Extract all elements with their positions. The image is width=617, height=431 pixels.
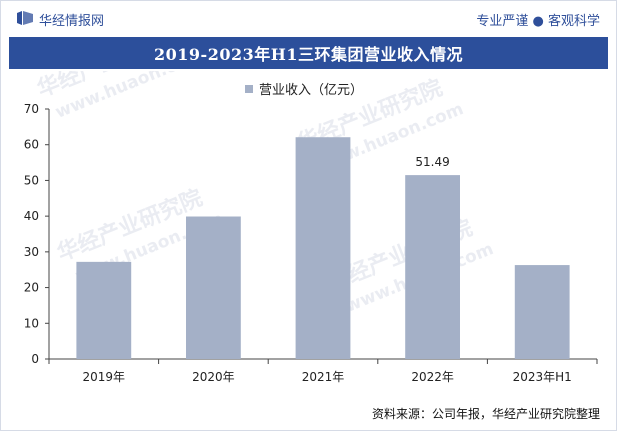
bar-1 — [76, 261, 132, 359]
bar-2 — [186, 216, 241, 359]
y-tick-label: 10 — [24, 316, 39, 330]
title-bar: 2019-2023年H1三环集团营业收入情况 — [9, 37, 608, 69]
y-tick-label: 20 — [24, 281, 39, 295]
y-tick-label: 30 — [24, 245, 39, 259]
plot-layer: 0 10 20 30 40 50 60 70 2019年 2020年 2021年 2022年 51.49… — [24, 102, 598, 384]
brand-name: 华经情报网 — [39, 14, 105, 29]
slogan-right: 客观科学 — [547, 14, 600, 29]
x-tick-label: 2020年 — [192, 370, 235, 384]
slogan: 专业严谨 ● 客观科学 — [476, 10, 600, 29]
top-bar: 华经情报网 专业严谨 ● 客观科学 — [1, 1, 616, 35]
brand-logo-icon — [17, 10, 33, 29]
bar-chart: 华经产业研究院www.huaon.com华经产业研究院www.huaon.com… — [24, 21, 598, 384]
y-tick-label: 50 — [24, 173, 39, 187]
chart-area: 营业收入（亿元） 华经产业研究院www.huaon.com华经产业研究院www.… — [1, 21, 616, 401]
data-label: 51.49 — [415, 155, 449, 169]
slogan-left: 专业严谨 — [476, 14, 529, 29]
legend-label: 营业收入（亿元） — [259, 83, 364, 98]
chart-title: 2019-2023年H1三环集团营业收入情况 — [154, 45, 463, 64]
y-tick-label: 0 — [31, 352, 39, 366]
y-tick-label: 70 — [24, 102, 39, 116]
x-tick-label: 2019年 — [83, 370, 126, 384]
y-tick-label: 40 — [24, 209, 39, 223]
x-tick-label: 2022年 — [411, 370, 454, 384]
slogan-dot-icon: ● — [532, 14, 548, 29]
x-tick-label: 2023年H1 — [513, 370, 572, 384]
legend: 营业收入（亿元） — [245, 79, 363, 98]
bar-4 — [405, 175, 460, 359]
x-tick-label: 2021年 — [302, 370, 345, 384]
legend-swatch — [245, 84, 253, 93]
bar-5 — [514, 265, 570, 359]
brand: 华经情报网 — [17, 10, 104, 29]
y-tick-label: 60 — [24, 138, 39, 152]
source-note: 资料来源：公司年报，华经产业研究院整理 — [371, 407, 600, 421]
bar-3 — [295, 137, 351, 359]
